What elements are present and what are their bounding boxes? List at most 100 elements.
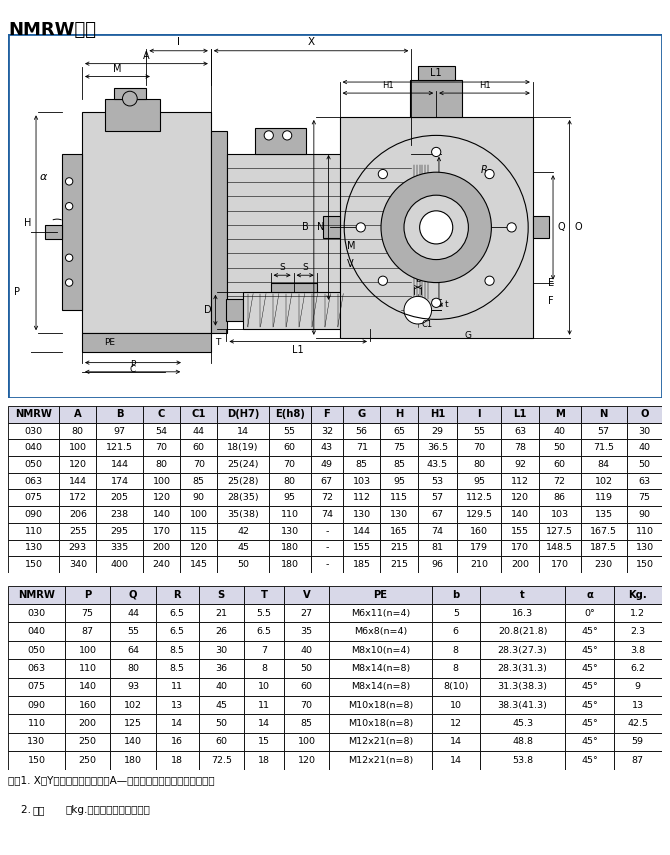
Text: P: P xyxy=(14,286,20,297)
Bar xyxy=(180,406,218,422)
Text: 45°: 45° xyxy=(581,700,598,710)
Text: 11: 11 xyxy=(258,700,270,710)
Bar xyxy=(457,540,501,557)
Bar xyxy=(65,677,111,696)
Text: 16: 16 xyxy=(172,737,183,746)
Bar xyxy=(418,67,454,80)
Circle shape xyxy=(431,298,441,308)
Text: 102: 102 xyxy=(595,476,613,486)
Bar xyxy=(180,457,218,473)
Bar xyxy=(96,439,143,457)
Text: 72.5: 72.5 xyxy=(211,756,232,765)
Text: 100: 100 xyxy=(190,510,208,519)
Text: 130: 130 xyxy=(281,527,299,536)
Text: 200: 200 xyxy=(78,719,96,728)
Bar xyxy=(580,489,627,506)
Text: t: t xyxy=(444,300,448,310)
Bar xyxy=(156,751,198,770)
Bar xyxy=(269,506,311,523)
Bar xyxy=(269,422,311,439)
Text: 110: 110 xyxy=(25,527,43,536)
Text: 180: 180 xyxy=(281,543,299,552)
Bar xyxy=(381,523,417,540)
Bar xyxy=(539,523,580,540)
Text: 240: 240 xyxy=(153,560,171,569)
Text: L1: L1 xyxy=(292,345,304,355)
Text: 10: 10 xyxy=(258,682,270,692)
Bar xyxy=(627,406,662,422)
Text: 103: 103 xyxy=(352,476,371,486)
Text: 63: 63 xyxy=(639,476,651,486)
Bar xyxy=(457,473,501,489)
Text: 174: 174 xyxy=(111,476,129,486)
Circle shape xyxy=(66,178,73,185)
Text: 74: 74 xyxy=(321,510,333,519)
Bar xyxy=(156,622,198,641)
Bar xyxy=(143,557,180,573)
Bar xyxy=(8,557,59,573)
Text: 87: 87 xyxy=(632,756,644,765)
Text: 42.5: 42.5 xyxy=(627,719,649,728)
Text: 200: 200 xyxy=(153,543,171,552)
Bar xyxy=(111,751,156,770)
Bar xyxy=(198,696,244,715)
Bar xyxy=(330,586,431,604)
Text: 70: 70 xyxy=(193,460,205,469)
Bar xyxy=(269,489,311,506)
Bar xyxy=(59,439,96,457)
Text: 85: 85 xyxy=(393,460,405,469)
Text: 26: 26 xyxy=(215,627,227,636)
Text: 57: 57 xyxy=(598,427,610,436)
Bar xyxy=(8,641,65,659)
Bar xyxy=(417,523,457,540)
Bar xyxy=(539,506,580,523)
Text: 127.5: 127.5 xyxy=(546,527,573,536)
Text: 36: 36 xyxy=(215,663,227,673)
Text: 85: 85 xyxy=(356,460,368,469)
Text: X: X xyxy=(308,37,315,47)
Bar xyxy=(330,604,431,622)
Text: 78: 78 xyxy=(514,443,526,452)
Text: 75: 75 xyxy=(639,493,651,503)
Bar xyxy=(8,457,59,473)
Text: 187.5: 187.5 xyxy=(590,543,617,552)
Text: 21: 21 xyxy=(215,609,227,618)
Bar xyxy=(244,586,284,604)
Text: 80: 80 xyxy=(155,460,168,469)
Circle shape xyxy=(66,279,73,286)
Bar xyxy=(627,473,662,489)
Bar xyxy=(218,406,269,422)
Text: 140: 140 xyxy=(511,510,529,519)
Text: R: R xyxy=(174,590,181,600)
Text: 15: 15 xyxy=(258,737,270,746)
Text: 30: 30 xyxy=(215,646,227,655)
Bar xyxy=(218,422,269,439)
Bar xyxy=(65,696,111,715)
Text: M10x18(n=8): M10x18(n=8) xyxy=(348,700,413,710)
Text: 55: 55 xyxy=(283,427,295,436)
Bar xyxy=(457,557,501,573)
Bar xyxy=(269,540,311,557)
Bar xyxy=(180,523,218,540)
Bar xyxy=(323,216,340,239)
Text: 172: 172 xyxy=(69,493,87,503)
Text: 335: 335 xyxy=(111,543,129,552)
Text: M8x14(n=8): M8x14(n=8) xyxy=(351,682,410,692)
Text: 60: 60 xyxy=(301,682,313,692)
Bar xyxy=(59,422,96,439)
Text: 129.5: 129.5 xyxy=(466,510,492,519)
Bar xyxy=(330,659,431,677)
Circle shape xyxy=(381,172,491,283)
Bar xyxy=(143,506,180,523)
Text: 0°: 0° xyxy=(584,609,595,618)
Circle shape xyxy=(123,91,137,106)
Bar xyxy=(539,406,580,422)
Text: 13: 13 xyxy=(632,700,644,710)
Text: 7: 7 xyxy=(261,646,267,655)
Text: A: A xyxy=(143,51,149,61)
Text: 71.5: 71.5 xyxy=(593,443,614,452)
Text: 35: 35 xyxy=(301,627,313,636)
Text: P: P xyxy=(84,590,91,600)
Bar xyxy=(311,506,343,523)
Bar xyxy=(311,523,343,540)
